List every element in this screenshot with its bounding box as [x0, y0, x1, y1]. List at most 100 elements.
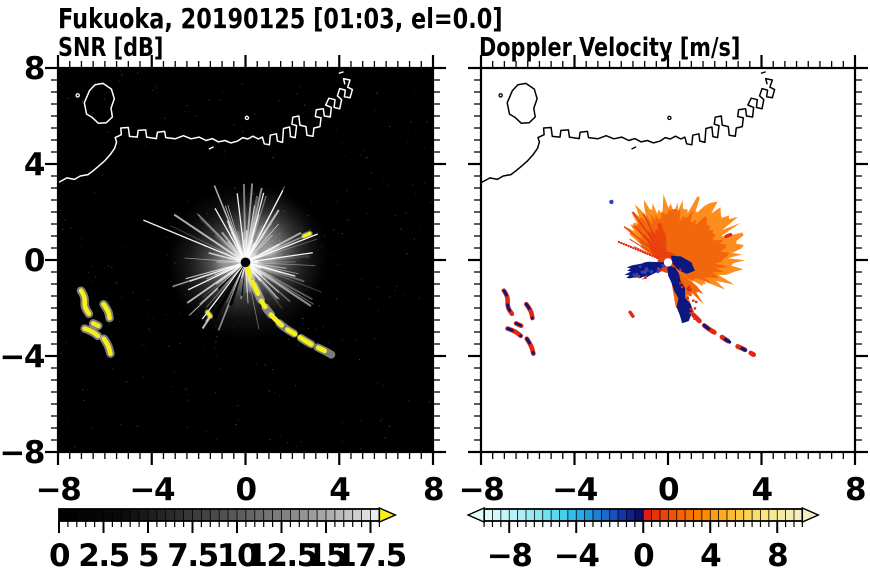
colorbar-cell: [130, 509, 140, 521]
noise-speckle: [403, 418, 405, 420]
doppler-panel-title: Doppler Velocity [m/s]: [479, 33, 741, 63]
noise-speckle: [376, 92, 378, 94]
noise-speckle: [341, 233, 343, 235]
colorbar-cell: [290, 509, 300, 521]
noise-speckle: [187, 399, 190, 401]
clutter-blob: [101, 301, 112, 321]
snr-ray: [249, 243, 280, 261]
noise-speckle: [110, 210, 112, 213]
noise-speckle: [370, 172, 372, 174]
snr-panel: [58, 68, 433, 452]
noise-speckle: [341, 339, 343, 341]
y-tick-label: −4: [0, 339, 45, 375]
velocity-blob-speckle: [679, 282, 682, 285]
colorbar-tick-label: 10: [217, 538, 258, 570]
colorbar-cell: [272, 509, 282, 521]
snr-ray: [199, 217, 243, 260]
colorbar-cell: [618, 509, 627, 521]
clutter-arc: [245, 265, 334, 357]
colorbar-cell: [228, 509, 238, 521]
noise-speckle: [322, 326, 324, 328]
coastline-islet: [338, 71, 344, 74]
snr-ray: [235, 267, 245, 287]
noise-speckle: [62, 228, 64, 230]
colorbar-cell: [192, 509, 202, 521]
colorbar-cell: [643, 509, 653, 521]
snr-accent-ray: [247, 190, 284, 259]
noise-speckle: [142, 343, 144, 345]
colorbar-cell: [85, 509, 96, 521]
noise-speckle: [60, 209, 62, 211]
noise-speckle: [366, 157, 368, 159]
noise-speckle: [116, 421, 118, 423]
noise-speckle: [224, 150, 226, 152]
snr-ray: [170, 225, 242, 261]
noise-speckle: [101, 174, 104, 176]
noise-speckle: [326, 338, 328, 340]
noise-speckle: [205, 431, 207, 433]
radar-center-dot: [663, 258, 673, 267]
doppler-axes: −8 −4 0 4 8: [459, 55, 868, 508]
x-tick-label: 8: [423, 472, 443, 508]
coastline-islet: [667, 115, 672, 121]
snr-ray: [234, 252, 243, 260]
noise-speckle: [221, 92, 223, 94]
noise-speckle: [195, 115, 198, 117]
noise-speckle: [144, 145, 146, 147]
noise-speckle: [91, 117, 93, 120]
noise-speckle: [142, 376, 145, 378]
velocity-blob-speckle: [689, 288, 692, 291]
noise-speckle: [103, 268, 106, 270]
velocity-blob-speckle: [689, 308, 692, 311]
colorbar-cell: [701, 509, 711, 521]
noise-speckle: [208, 99, 210, 101]
noise-speckle: [384, 437, 386, 439]
noise-speckle: [59, 84, 62, 87]
noise-speckle: [215, 341, 217, 343]
noise-speckle: [70, 227, 72, 229]
colorbar-cell: [67, 509, 78, 521]
noise-speckle: [374, 110, 376, 112]
noise-speckle: [235, 424, 237, 426]
noise-speckle: [105, 297, 107, 299]
velocity-dotted-ray: [620, 241, 623, 245]
noise-speckle: [137, 72, 139, 74]
noise-speckle: [382, 385, 384, 387]
snr-accent-ray: [246, 192, 265, 258]
noise-speckle: [337, 403, 339, 405]
snr-accent-ray: [214, 208, 244, 259]
colorbar-tick-label: 0: [633, 538, 654, 570]
noise-speckle: [188, 111, 191, 113]
noise-speckle: [424, 182, 426, 184]
colorbar-cell: [710, 509, 720, 521]
colorbar-tick-label: 0: [49, 538, 70, 570]
clutter-speck: [302, 231, 312, 238]
noise-speckle: [67, 97, 69, 99]
velocity-wedge-speckle: [640, 270, 644, 274]
snr-ray: [250, 263, 299, 275]
velocity-wedge-speckle: [635, 272, 639, 276]
noise-speckle: [376, 127, 378, 129]
velocity-blob-speckle: [679, 268, 682, 271]
noise-speckle: [332, 255, 334, 257]
snr-ray: [228, 224, 244, 258]
noise-speckle: [430, 147, 432, 149]
noise-speckle: [297, 344, 299, 346]
snr-ray: [248, 264, 268, 281]
noise-speckle: [339, 69, 341, 72]
snr-ray: [185, 263, 241, 280]
colorbar-cell: [509, 509, 519, 521]
snr-ray: [250, 260, 297, 264]
coastline: [58, 77, 354, 184]
noise-speckle: [311, 201, 313, 203]
velocity-wedge-speckle: [638, 265, 642, 268]
noise-speckle: [302, 317, 304, 320]
noise-speckle: [166, 236, 168, 238]
colorbar-cell: [584, 509, 594, 521]
snr-ray: [186, 264, 242, 304]
noise-speckle: [66, 92, 68, 94]
snr-ray: [232, 265, 243, 276]
colorbar-cell: [165, 509, 176, 521]
